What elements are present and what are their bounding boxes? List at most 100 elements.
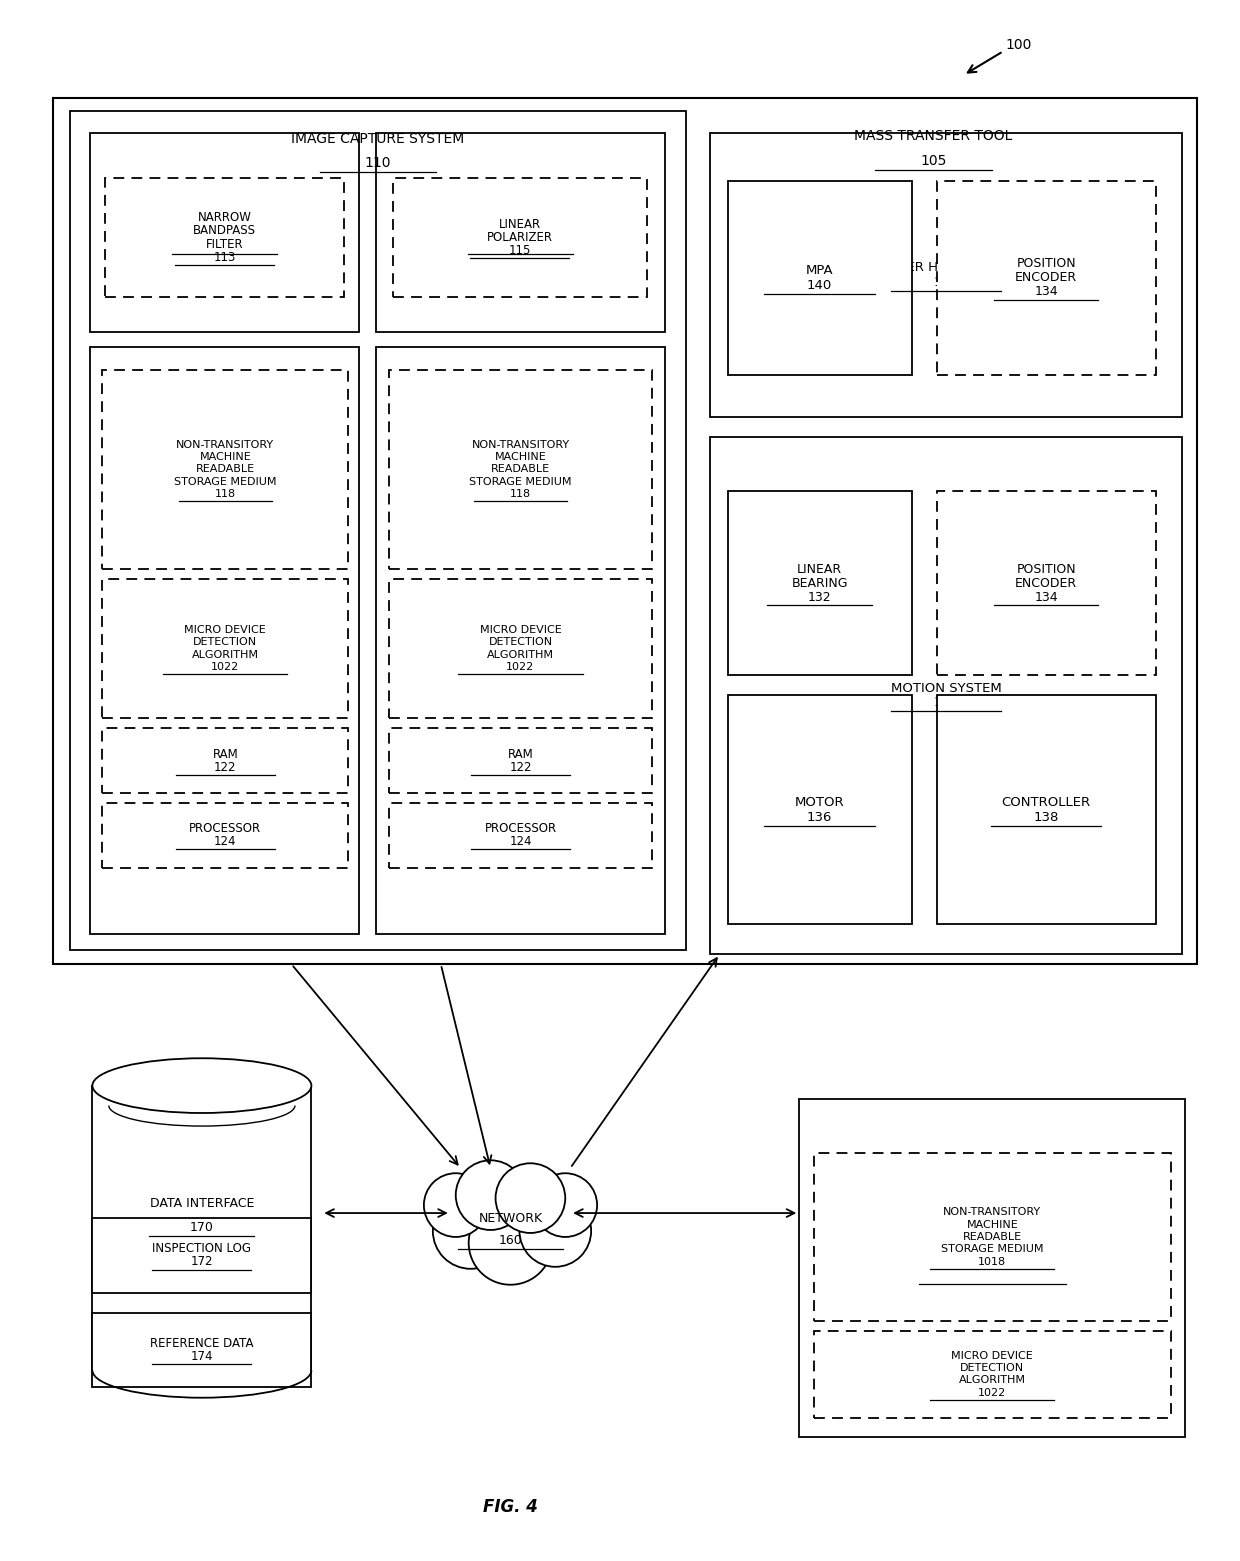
Circle shape <box>469 1200 552 1285</box>
Bar <box>92 1313 311 1388</box>
Text: SYSTEM: SYSTEM <box>200 226 249 239</box>
Text: MPA: MPA <box>806 264 833 276</box>
Text: NETWORK: NETWORK <box>479 1211 543 1224</box>
Text: 174: 174 <box>191 1350 213 1363</box>
Text: 1018: 1018 <box>978 1257 1007 1266</box>
Text: 138: 138 <box>1033 810 1059 824</box>
Text: LINEAR: LINEAR <box>498 219 541 231</box>
Bar <box>376 347 665 935</box>
Text: 170: 170 <box>190 1222 213 1235</box>
Text: MACHINE: MACHINE <box>200 453 252 462</box>
Text: FRAME: FRAME <box>500 620 542 634</box>
Text: RAM: RAM <box>507 748 533 760</box>
Text: 134: 134 <box>1034 286 1058 298</box>
Text: MICRO DEVICE: MICRO DEVICE <box>185 624 267 635</box>
Text: 1022: 1022 <box>978 1388 1007 1397</box>
Bar <box>800 1099 1185 1438</box>
Text: 100: 100 <box>1006 39 1032 53</box>
Bar <box>389 729 652 793</box>
Bar <box>71 111 686 951</box>
Text: BEARING: BEARING <box>791 578 848 590</box>
Circle shape <box>433 1193 508 1269</box>
Text: 132: 132 <box>807 590 831 604</box>
Text: RAM: RAM <box>212 748 238 760</box>
Text: 134: 134 <box>1034 590 1058 604</box>
Text: NARROW: NARROW <box>198 211 252 225</box>
Text: NON-TRANSITORY: NON-TRANSITORY <box>471 440 569 450</box>
Bar <box>728 181 911 375</box>
Text: ENCODER: ENCODER <box>1016 578 1078 590</box>
Text: ALGORITHM: ALGORITHM <box>959 1375 1025 1386</box>
Text: STORAGE MEDIUM: STORAGE MEDIUM <box>941 1244 1044 1255</box>
Text: MICRO DEVICE: MICRO DEVICE <box>480 624 562 635</box>
Text: GRABBER: GRABBER <box>490 634 551 648</box>
Text: 130: 130 <box>934 696 959 709</box>
Text: 118: 118 <box>215 489 236 500</box>
Text: POLARIZER: POLARIZER <box>487 231 553 244</box>
Text: MASS TRANSFER TOOL: MASS TRANSFER TOOL <box>854 130 1013 144</box>
Text: 1022: 1022 <box>506 662 534 673</box>
Circle shape <box>533 1174 598 1236</box>
Bar <box>728 695 911 924</box>
Text: 113: 113 <box>213 251 236 264</box>
Text: 122: 122 <box>215 760 237 774</box>
Text: IMAGE CAPTURE SYSTEM: IMAGE CAPTURE SYSTEM <box>291 131 465 145</box>
Bar <box>52 98 1198 965</box>
Text: MOTOR: MOTOR <box>795 796 844 809</box>
Text: DETECTION: DETECTION <box>960 1363 1024 1374</box>
Bar <box>103 370 348 568</box>
Text: 1000: 1000 <box>976 1269 1009 1282</box>
Bar <box>92 1218 311 1293</box>
Text: MACHINE: MACHINE <box>495 453 547 462</box>
Text: INSPECTION: INSPECTION <box>187 620 263 634</box>
Text: CAMERA: CAMERA <box>198 634 250 648</box>
Bar <box>103 802 348 868</box>
Text: STORAGE MEDIUM: STORAGE MEDIUM <box>469 476 572 487</box>
Text: READABLE: READABLE <box>962 1232 1022 1243</box>
Text: NON-TRANSITORY: NON-TRANSITORY <box>176 440 274 450</box>
Text: HOST COMPUTER: HOST COMPUTER <box>935 1253 1050 1268</box>
Text: REFERENCE DATA: REFERENCE DATA <box>150 1336 254 1350</box>
Text: 116: 116 <box>213 648 237 660</box>
Circle shape <box>424 1174 487 1236</box>
Bar <box>389 370 652 568</box>
Text: DETECTION: DETECTION <box>489 637 553 648</box>
Text: 140: 140 <box>807 278 832 292</box>
Bar <box>105 178 345 297</box>
Text: 124: 124 <box>215 835 237 848</box>
Text: NON-TRANSITORY: NON-TRANSITORY <box>944 1207 1042 1218</box>
Text: 136: 136 <box>807 810 832 824</box>
Text: 114: 114 <box>508 240 532 253</box>
Bar <box>815 1154 1171 1321</box>
Bar <box>389 579 652 718</box>
Text: 105: 105 <box>920 155 947 167</box>
Bar <box>936 695 1156 924</box>
Text: FIG. 4: FIG. 4 <box>484 1497 538 1516</box>
Text: 118: 118 <box>510 489 531 500</box>
Text: DATA INTERFACE: DATA INTERFACE <box>150 1197 254 1210</box>
Text: DETECTION: DETECTION <box>193 637 258 648</box>
Circle shape <box>520 1196 591 1268</box>
Ellipse shape <box>92 1058 311 1113</box>
Text: 1022: 1022 <box>211 662 239 673</box>
Bar <box>936 181 1156 375</box>
Text: 120: 120 <box>508 648 532 660</box>
Text: CONTROLLER: CONTROLLER <box>1002 796 1091 809</box>
Bar <box>815 1330 1171 1417</box>
Text: 124: 124 <box>510 835 532 848</box>
Text: 122: 122 <box>510 760 532 774</box>
Text: STORAGE MEDIUM: STORAGE MEDIUM <box>174 476 277 487</box>
Bar <box>92 1085 311 1369</box>
Text: 172: 172 <box>191 1255 213 1269</box>
Text: PROCESSOR: PROCESSOR <box>485 823 557 835</box>
Text: SYSTEM: SYSTEM <box>496 226 546 239</box>
Text: ALGORITHM: ALGORITHM <box>192 649 259 660</box>
Text: INSPECTION LOG: INSPECTION LOG <box>153 1243 252 1255</box>
Text: PROCESSOR: PROCESSOR <box>190 823 262 835</box>
Text: LINEAR: LINEAR <box>797 564 842 576</box>
Ellipse shape <box>92 1342 311 1397</box>
Circle shape <box>456 1160 526 1230</box>
Text: ILLUMINATION: ILLUMINATION <box>181 212 269 225</box>
Text: ENCODER: ENCODER <box>1016 272 1078 284</box>
Bar <box>709 133 1183 417</box>
